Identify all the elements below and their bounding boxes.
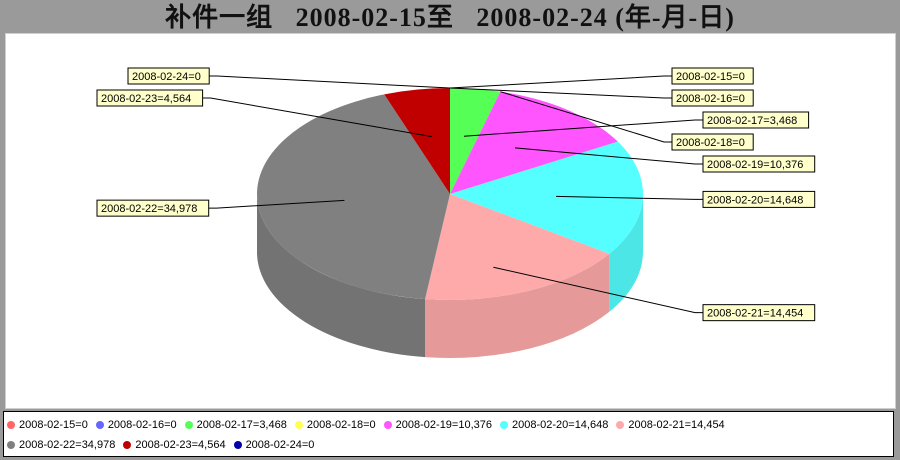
legend-swatch-icon bbox=[7, 441, 15, 449]
data-label-box-2008-02-15 bbox=[671, 67, 754, 85]
legend-swatch-icon bbox=[123, 441, 132, 449]
data-label-2008-02-15: 2008-02-15=0 bbox=[676, 71, 745, 83]
legend-item-2008-02-15: 2008-02-15=0 bbox=[7, 419, 88, 431]
legend-label: 2008-02-15=0 bbox=[19, 419, 88, 431]
legend: 2008-02-15=0 2008-02-16=0 2008-02-17=3,468… bbox=[3, 411, 894, 457]
data-label-box-2008-02-22 bbox=[96, 199, 210, 217]
leader-line-2008-02-15 bbox=[449, 75, 672, 89]
pie-slice-side-2008-02-20 bbox=[609, 194, 643, 312]
data-label-box-2008-02-16 bbox=[671, 89, 754, 107]
legend-item-2008-02-20: 2008-02-20=14,648 bbox=[500, 419, 608, 431]
leader-line-2008-02-17 bbox=[463, 119, 703, 137]
legend-item-2008-02-18: 2008-02-18=0 bbox=[294, 419, 376, 431]
pie-slice-2008-02-19 bbox=[450, 91, 618, 194]
pie-slice-2008-02-22 bbox=[257, 94, 450, 300]
data-label-2008-02-16: 2008-02-16=0 bbox=[676, 93, 745, 105]
legend-label: 2008-02-21=14,454 bbox=[628, 419, 725, 431]
legend-swatch-icon bbox=[616, 421, 625, 429]
data-label-box-2008-02-24 bbox=[127, 67, 210, 85]
plot-area: 2008-02-15=0 2008-02-16=0 2008-02-17=3,468… bbox=[5, 33, 896, 409]
legend-label: 2008-02-18=0 bbox=[306, 419, 376, 431]
data-label-2008-02-22: 2008-02-22=34,978 bbox=[101, 203, 197, 215]
legend-row: 2008-02-22=34,978 2008-02-23=4,564 2008-02… bbox=[7, 435, 893, 455]
legend-swatch-icon bbox=[95, 421, 104, 429]
legend-item-2008-02-23: 2008-02-23=4,564 bbox=[123, 439, 226, 451]
leader-line-2008-02-22 bbox=[208, 199, 345, 209]
data-label-2008-02-18: 2008-02-18=0 bbox=[676, 137, 745, 149]
chart-title: 补件一组 2008-02-15至 2008-02-24 (年-月-日) bbox=[165, 3, 735, 32]
leader-line-2008-02-23 bbox=[202, 97, 432, 138]
legend-swatch-icon bbox=[500, 421, 508, 429]
legend-label: 2008-02-20=14,648 bbox=[512, 419, 609, 431]
legend-item-2008-02-16: 2008-02-16=0 bbox=[95, 419, 177, 431]
data-label-2008-02-21: 2008-02-21=14,454 bbox=[707, 308, 803, 320]
pie-slice-side-2008-02-22 bbox=[257, 194, 426, 358]
pie-slice-side-2008-02-21 bbox=[425, 253, 610, 358]
pie-slice-2008-02-20 bbox=[450, 141, 643, 254]
legend-row: 2008-02-15=0 2008-02-16=0 2008-02-17=3,468… bbox=[7, 415, 893, 435]
legend-swatch-icon bbox=[294, 421, 303, 429]
leader-line-2008-02-24 bbox=[209, 75, 451, 89]
leader-line-2008-02-19 bbox=[514, 147, 703, 165]
data-label-2008-02-20: 2008-02-20=14,648 bbox=[707, 194, 803, 206]
legend-label: 2008-02-22=34,978 bbox=[19, 439, 116, 451]
leader-line-2008-02-18 bbox=[500, 91, 672, 143]
legend-label: 2008-02-23=4,564 bbox=[135, 439, 226, 451]
data-label-box-2008-02-20 bbox=[702, 190, 816, 208]
leader-line-2008-02-20 bbox=[556, 195, 703, 200]
data-label-box-2008-02-19 bbox=[702, 155, 816, 173]
data-label-2008-02-19: 2008-02-19=10,376 bbox=[707, 159, 803, 171]
data-label-2008-02-23: 2008-02-23=4,564 bbox=[101, 93, 191, 105]
legend-item-2008-02-17: 2008-02-17=3,468 bbox=[184, 419, 287, 431]
pie-slice-2008-02-23 bbox=[384, 88, 450, 194]
legend-swatch-icon bbox=[7, 421, 15, 429]
legend-swatch-icon bbox=[233, 441, 242, 449]
data-label-2008-02-24: 2008-02-24=0 bbox=[132, 71, 201, 83]
data-label-box-2008-02-21 bbox=[702, 304, 816, 322]
data-label-box-2008-02-18 bbox=[671, 133, 754, 151]
legend-swatch-icon bbox=[383, 421, 392, 429]
leader-line-2008-02-21 bbox=[493, 266, 703, 314]
legend-label: 2008-02-24=0 bbox=[245, 439, 315, 451]
data-label-box-2008-02-17 bbox=[702, 111, 810, 129]
legend-item-2008-02-19: 2008-02-19=10,376 bbox=[383, 419, 492, 431]
data-label-2008-02-17: 2008-02-17=3,468 bbox=[707, 115, 797, 127]
pie-chart: 2008-02-15=0 2008-02-16=0 2008-02-17=3,468… bbox=[96, 67, 816, 358]
legend-item-2008-02-22: 2008-02-22=34,978 bbox=[7, 439, 115, 451]
legend-label: 2008-02-16=0 bbox=[107, 419, 177, 431]
legend-item-2008-02-24: 2008-02-24=0 bbox=[233, 439, 315, 451]
legend-label: 2008-02-17=3,468 bbox=[196, 419, 287, 431]
legend-label: 2008-02-19=10,376 bbox=[395, 419, 492, 431]
legend-swatch-icon bbox=[184, 421, 193, 429]
leader-line-2008-02-16 bbox=[449, 87, 672, 99]
legend-item-2008-02-21: 2008-02-21=14,454 bbox=[616, 419, 725, 431]
data-label-box-2008-02-23 bbox=[96, 89, 204, 107]
pie-slice-2008-02-17 bbox=[450, 88, 501, 194]
pie-slice-2008-02-21 bbox=[425, 194, 610, 300]
